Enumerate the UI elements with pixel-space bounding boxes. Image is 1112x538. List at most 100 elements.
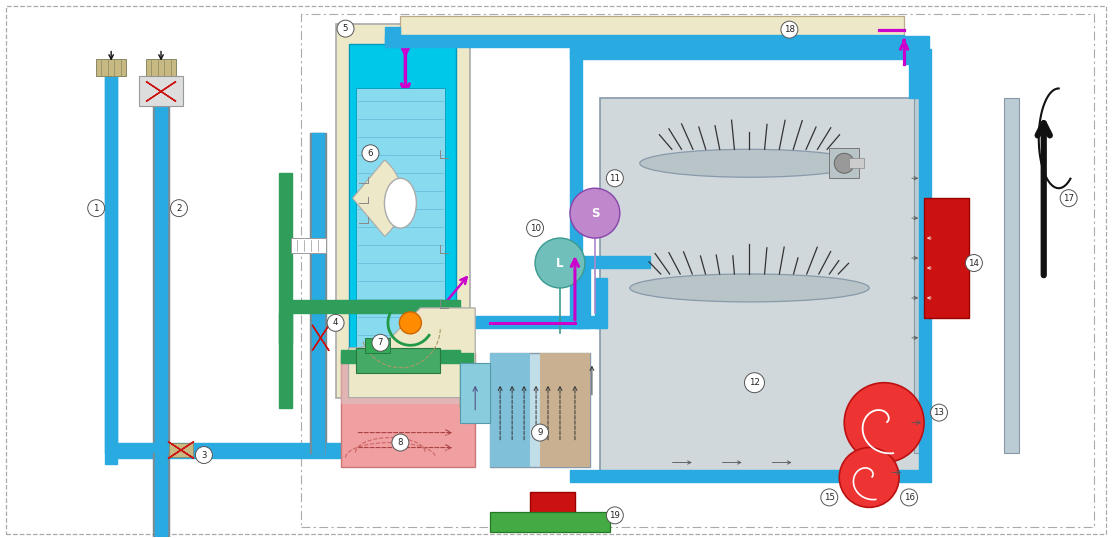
Text: 8: 8 <box>398 438 404 447</box>
Bar <box>169 443 193 457</box>
Circle shape <box>527 220 544 237</box>
Bar <box>460 363 490 423</box>
Bar <box>490 353 589 468</box>
Polygon shape <box>312 325 329 351</box>
Bar <box>570 470 919 483</box>
Bar <box>490 512 609 532</box>
Circle shape <box>570 188 619 238</box>
Bar <box>570 47 919 59</box>
Bar <box>106 452 117 464</box>
Circle shape <box>965 254 982 272</box>
Bar <box>311 133 324 452</box>
Text: 19: 19 <box>609 511 620 520</box>
Bar <box>540 353 589 468</box>
Bar <box>340 353 475 468</box>
Polygon shape <box>146 81 176 102</box>
Polygon shape <box>312 325 329 351</box>
Bar <box>595 278 607 328</box>
Bar <box>279 173 292 343</box>
Circle shape <box>399 312 421 334</box>
Bar <box>153 452 169 538</box>
Bar <box>153 74 169 452</box>
Circle shape <box>931 404 947 421</box>
Bar <box>599 98 929 472</box>
Bar <box>830 148 860 178</box>
Bar <box>97 59 126 76</box>
Polygon shape <box>168 442 193 458</box>
Circle shape <box>88 200 105 217</box>
Text: 12: 12 <box>749 378 759 387</box>
Text: 5: 5 <box>342 24 348 33</box>
Ellipse shape <box>629 274 870 302</box>
Circle shape <box>327 314 344 331</box>
Bar <box>400 16 904 44</box>
Circle shape <box>606 507 624 524</box>
Text: 16: 16 <box>904 493 914 502</box>
Bar <box>919 48 931 483</box>
Text: 7: 7 <box>378 338 384 348</box>
Circle shape <box>196 447 212 464</box>
Bar <box>300 13 1093 527</box>
Bar <box>290 238 326 253</box>
Text: 13: 13 <box>933 408 944 417</box>
Bar <box>530 492 575 518</box>
Text: 4: 4 <box>332 318 338 327</box>
Circle shape <box>532 424 548 441</box>
Bar <box>570 48 582 328</box>
Bar <box>309 133 326 452</box>
Text: 9: 9 <box>537 428 543 437</box>
Polygon shape <box>146 81 176 102</box>
Bar <box>348 44 456 383</box>
Circle shape <box>821 489 837 506</box>
Bar <box>286 300 460 313</box>
Text: 6: 6 <box>368 149 374 158</box>
Polygon shape <box>168 442 193 458</box>
Bar <box>386 26 400 47</box>
Bar <box>1004 98 1019 452</box>
Bar <box>460 353 474 408</box>
Circle shape <box>170 200 188 217</box>
Circle shape <box>834 153 854 173</box>
Circle shape <box>391 434 409 451</box>
Text: 15: 15 <box>824 493 835 502</box>
Circle shape <box>844 383 924 463</box>
Circle shape <box>781 21 798 38</box>
Bar <box>336 24 470 398</box>
Bar <box>578 258 589 328</box>
Circle shape <box>337 20 354 37</box>
Circle shape <box>373 334 389 351</box>
Bar <box>490 353 530 468</box>
Bar <box>356 348 440 373</box>
Text: L: L <box>556 257 564 270</box>
Text: S: S <box>590 207 599 220</box>
Circle shape <box>1060 190 1078 207</box>
Wedge shape <box>353 160 403 236</box>
Text: 3: 3 <box>201 450 207 459</box>
Circle shape <box>606 170 624 187</box>
Text: 2: 2 <box>176 204 181 213</box>
Bar <box>910 48 924 98</box>
Bar <box>850 158 864 168</box>
Polygon shape <box>348 308 475 398</box>
Bar <box>386 34 904 47</box>
Bar <box>106 74 117 452</box>
Circle shape <box>901 489 917 506</box>
Ellipse shape <box>385 178 416 228</box>
Text: 17: 17 <box>1063 194 1074 203</box>
Circle shape <box>745 373 764 393</box>
Bar <box>366 338 390 353</box>
Text: 1: 1 <box>93 204 99 213</box>
Bar <box>155 74 167 452</box>
Bar <box>146 59 176 76</box>
Bar <box>326 443 445 457</box>
Bar <box>340 350 460 363</box>
Text: 14: 14 <box>969 259 980 267</box>
Bar <box>475 316 599 328</box>
Bar <box>924 198 969 318</box>
Bar <box>155 452 167 538</box>
Bar <box>111 443 326 457</box>
Circle shape <box>840 448 900 507</box>
Bar <box>914 98 929 452</box>
Bar <box>279 313 292 408</box>
Text: 11: 11 <box>609 174 620 183</box>
